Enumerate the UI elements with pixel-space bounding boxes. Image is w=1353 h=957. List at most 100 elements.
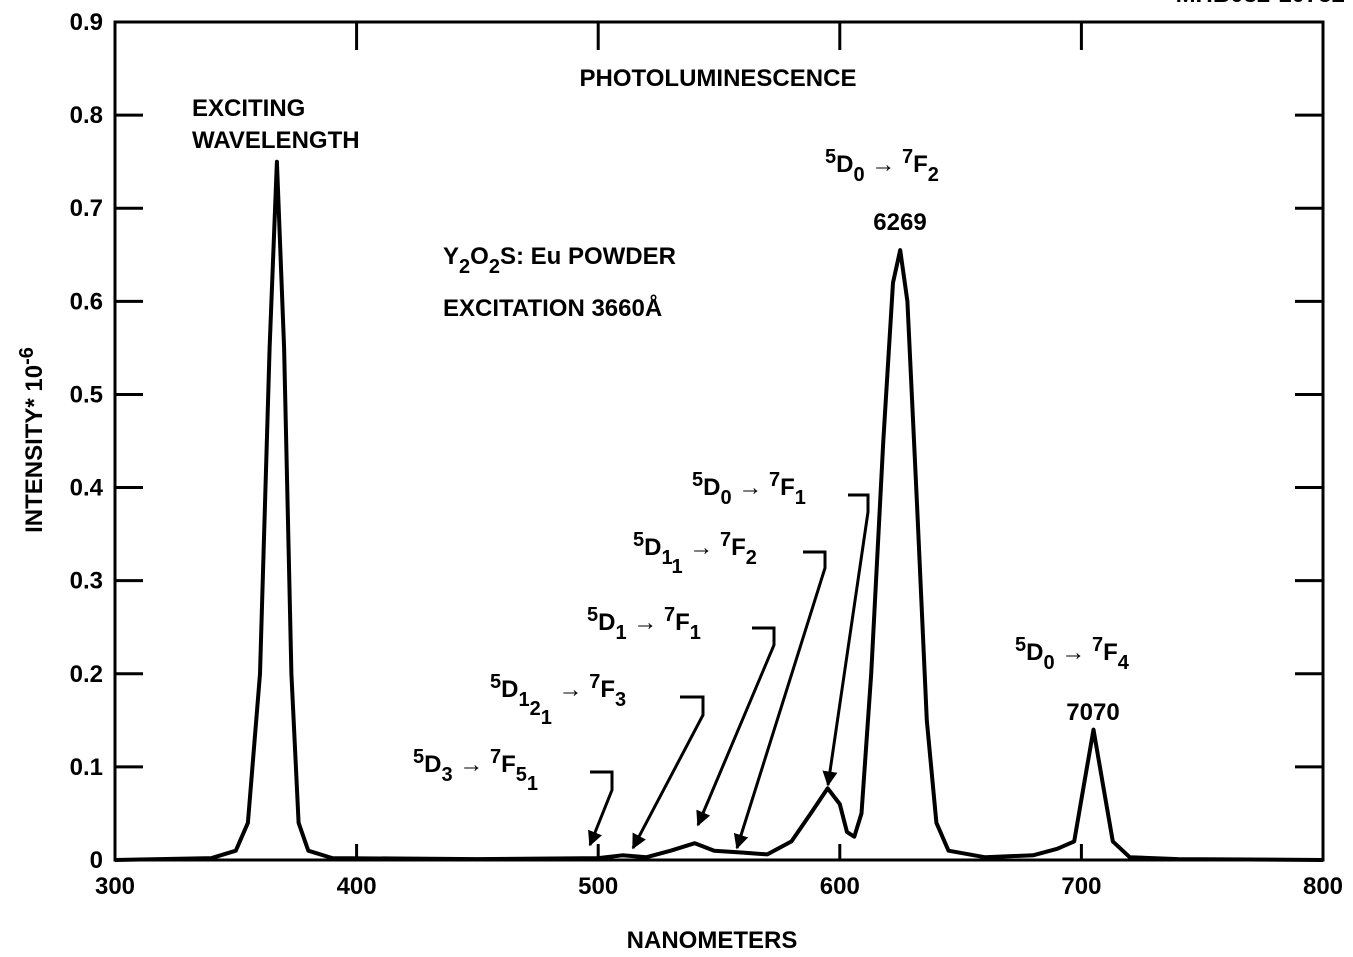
- text-segment: →: [865, 151, 902, 178]
- y-tick-label: 0.1: [70, 754, 103, 781]
- text-segment: EXCITATION 3660Å: [443, 294, 662, 322]
- annotation: 7070: [1066, 699, 1119, 726]
- text-segment: 7: [1092, 634, 1103, 656]
- text-segment: 2: [746, 547, 757, 569]
- x-tick-label: 500: [578, 873, 618, 900]
- text-segment: 6269: [873, 209, 926, 236]
- text-segment: 0: [720, 487, 731, 509]
- text-segment: D: [644, 534, 661, 561]
- leader: [733, 550, 827, 850]
- y-axis-label: INTENSITY* 10-6: [16, 347, 48, 533]
- annotation: 5D0 → 7F4: [1015, 634, 1130, 674]
- y-tick-label: 0.3: [70, 568, 103, 595]
- text-segment: 7070: [1066, 699, 1119, 726]
- text-segment: Y: [443, 243, 459, 270]
- text-segment: 5: [692, 469, 703, 491]
- text-segment: 1: [615, 622, 626, 644]
- y-tick-label: 0.8: [70, 102, 103, 129]
- text-segment: 5: [516, 764, 527, 786]
- text-segment: 1: [795, 487, 806, 509]
- text-segment: 7: [720, 529, 731, 551]
- text-segment: 2: [459, 256, 470, 278]
- text-segment: →: [627, 609, 664, 636]
- annotation: 5D3 → 7F51: [413, 746, 538, 795]
- text-segment: D: [598, 609, 615, 636]
- text-segment: EXCITING: [192, 95, 305, 122]
- annotation: 5D121 → 7F3: [490, 671, 626, 729]
- text-segment: 5: [825, 146, 836, 168]
- x-tick-label: 300: [95, 873, 135, 900]
- x-tick-label: 800: [1303, 873, 1343, 900]
- text-segment: →: [453, 751, 490, 778]
- text-segment: S: Eu POWDER: [500, 243, 676, 270]
- text-segment: F: [501, 751, 516, 778]
- text-segment: 1: [518, 689, 529, 711]
- text-segment: 1: [690, 622, 701, 644]
- annotation: 6269: [873, 209, 926, 236]
- annotation: EXCITATION 3660Å: [443, 294, 662, 322]
- text-segment: F: [780, 474, 795, 501]
- text-segment: 5: [413, 746, 424, 768]
- text-segment: 5: [587, 604, 598, 626]
- leader: [822, 493, 870, 787]
- text-segment: 5: [633, 529, 644, 551]
- annotation: EXCITING: [192, 95, 305, 122]
- text-segment: D: [424, 751, 441, 778]
- text-segment: INTENSITY* 10: [21, 365, 48, 533]
- text-segment: D: [836, 151, 853, 178]
- text-segment: →: [683, 534, 720, 561]
- text-segment: →: [732, 474, 769, 501]
- text-segment: 7: [490, 746, 501, 768]
- y-tick-label: 0.9: [70, 9, 103, 36]
- annotation: 5D11 → 7F2: [633, 529, 757, 578]
- text-segment: 1: [527, 773, 538, 795]
- x-axis-label: NANOMETERS: [627, 927, 798, 954]
- text-segment: F: [913, 151, 928, 178]
- text-segment: 3: [441, 764, 452, 786]
- text-segment: 1: [661, 547, 672, 569]
- y-tick-label: 0.4: [70, 475, 104, 502]
- text-segment: F: [600, 676, 615, 703]
- text-segment: D: [1026, 639, 1043, 666]
- text-segment: F: [1103, 639, 1118, 666]
- text-segment: 2: [530, 698, 541, 720]
- text-segment: 5: [1015, 634, 1026, 656]
- annotation: 5D1 → 7F1: [587, 604, 701, 644]
- y-axis-label-text: INTENSITY* 10-6: [16, 347, 48, 533]
- text-segment: 0: [853, 164, 864, 186]
- x-tick-label: 700: [1061, 873, 1101, 900]
- plot-frame: [113, 20, 1325, 862]
- text-segment: -6: [16, 347, 38, 365]
- y-tick-label: 0.6: [70, 288, 103, 315]
- text-segment: 4: [1118, 652, 1130, 674]
- y-tick-label: 0.7: [70, 195, 103, 222]
- text-segment: PHOTOLUMINESCENCE: [580, 65, 857, 92]
- text-segment: 1: [541, 707, 552, 729]
- leader: [588, 770, 614, 847]
- text-segment: 1: [672, 556, 683, 578]
- annotation: WAVELENGTH: [192, 127, 360, 154]
- annotation: 5D0 → 7F2: [825, 146, 939, 186]
- leader-lines: [588, 493, 870, 850]
- y-tick-label: 0.2: [70, 661, 103, 688]
- text-segment: 7: [902, 146, 913, 168]
- text-segment: 7: [769, 469, 780, 491]
- x-tick-label: 600: [820, 873, 860, 900]
- leader: [631, 695, 705, 850]
- y-tick-label: 0.5: [70, 381, 103, 408]
- text-segment: 7: [664, 604, 675, 626]
- annotation: PHOTOLUMINESCENCE: [580, 65, 857, 92]
- figure-id: MHB082-10752: [1176, 0, 1345, 8]
- leader: [696, 626, 776, 827]
- text-segment: D: [501, 676, 518, 703]
- text-segment: 2: [928, 164, 939, 186]
- annotation: 5D0 → 7F1: [692, 469, 806, 509]
- text-segment: D: [703, 474, 720, 501]
- text-segment: 5: [490, 671, 501, 693]
- spectrum-line: [114, 159, 1324, 862]
- text-segment: 3: [615, 689, 626, 711]
- text-segment: →: [1055, 639, 1092, 666]
- text-segment: →: [552, 676, 589, 703]
- text-segment: F: [731, 534, 746, 561]
